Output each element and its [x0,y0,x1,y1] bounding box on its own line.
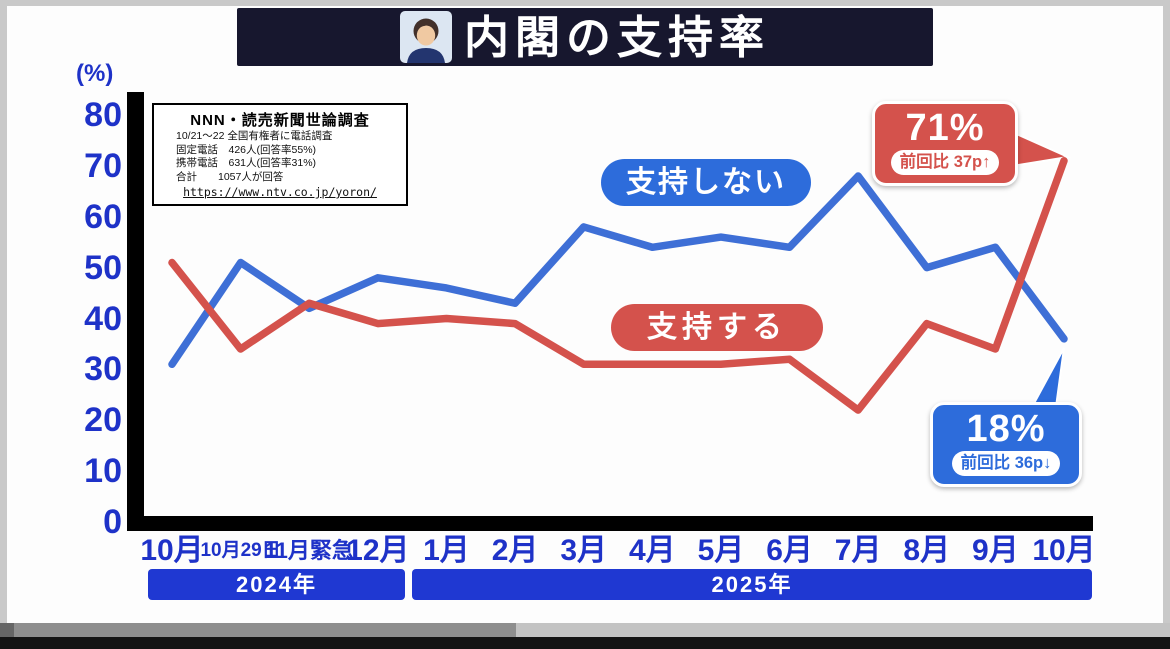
axis-tick-dot [128,260,143,276]
y-axis-label: 10 [84,452,122,491]
x-axis-label: 10月 [1032,534,1096,567]
page-title: 内閣の支持率 [463,11,770,63]
survey-info-box: NNN・読売新聞世論調査 10/21〜22 全国有権者に電話調査 固定電話 42… [152,103,408,206]
year-bar-2024: 2024年 [148,569,405,600]
video-progress-fill [0,623,516,638]
axis-tick-dot [128,361,143,377]
presenter-photo [399,11,452,63]
axis-tick-dot [128,107,143,123]
survey-period: 10/21〜22 全国有権者に電話調査 [176,130,333,142]
survey-mobile: 携帯電話 631人(回答率31%) [176,157,317,169]
title-banner: 内閣の支持率 [237,8,933,66]
x-axis-label: 5月 [697,534,745,567]
x-axis-bar [127,516,1093,531]
axis-tick-dot [128,412,143,428]
x-axis-label: 10月29日 [200,540,281,561]
approve-change-badge: 前回比 37p↑ [890,150,1000,175]
video-progress-start-cap [0,623,14,638]
approve-value: 71% [905,107,985,149]
year-bar-2025: 2025年 [412,569,1092,600]
video-progress-track[interactable] [0,623,1170,638]
y-axis-label: 80 [84,96,122,134]
survey-total: 合計 1057人が回答 [176,170,284,183]
x-axis-label: 9月 [972,534,1019,567]
y-axis-label: 50 [84,248,122,287]
frame-edge-top [0,0,1170,6]
player-bottom-bar [0,637,1170,649]
x-axis-label: 6月 [766,534,813,567]
axis-tick-dot [128,463,143,479]
x-axis-label: 2月 [491,534,539,567]
frame-edge-right [1163,0,1170,649]
survey-landline: 固定電話 426人(回答率55%) [176,143,317,156]
disapprove-callout-tail [1030,347,1065,408]
series-label-approve: 支持する [611,304,823,351]
y-axis-label: 60 [84,197,122,236]
axis-tick-dot [128,209,143,225]
y-axis-unit-label: (%) [76,60,114,87]
disapprove-change-badge: 前回比 36p↓ [951,451,1061,476]
approve-callout: 71% 前回比 37p↑ [872,101,1018,186]
survey-url: https://www.ntv.co.jp/yoron/ [183,185,377,199]
y-axis-label: 40 [84,299,122,338]
x-axis-label: 4月 [628,534,676,567]
approve-callout-tail [1011,130,1072,168]
x-axis-label: 11月緊急 [264,538,354,563]
axis-tick-dot [128,311,143,326]
survey-title: NNN・読売新聞世論調査 [190,112,370,129]
y-axis-label: 70 [84,146,122,185]
x-axis-label: 10月 [140,534,204,567]
x-axis-label: 12月 [346,534,410,567]
y-axis-label: 30 [84,350,122,389]
x-axis-label: 7月 [834,534,882,567]
x-axis-label: 1月 [423,534,470,567]
axis-tick-dot [128,158,143,174]
x-axis-label: 8月 [903,534,951,567]
y-axis-label: 0 [103,503,122,541]
disapprove-callout: 18% 前回比 36p↓ [930,402,1082,487]
approve-line [168,157,1068,414]
y-axis-label: 20 [84,401,122,440]
frame-edge-left [0,0,7,649]
x-axis-label: 3月 [560,534,608,567]
series-label-disapprove: 支持しない [601,159,811,206]
disapprove-value: 18% [966,408,1046,450]
